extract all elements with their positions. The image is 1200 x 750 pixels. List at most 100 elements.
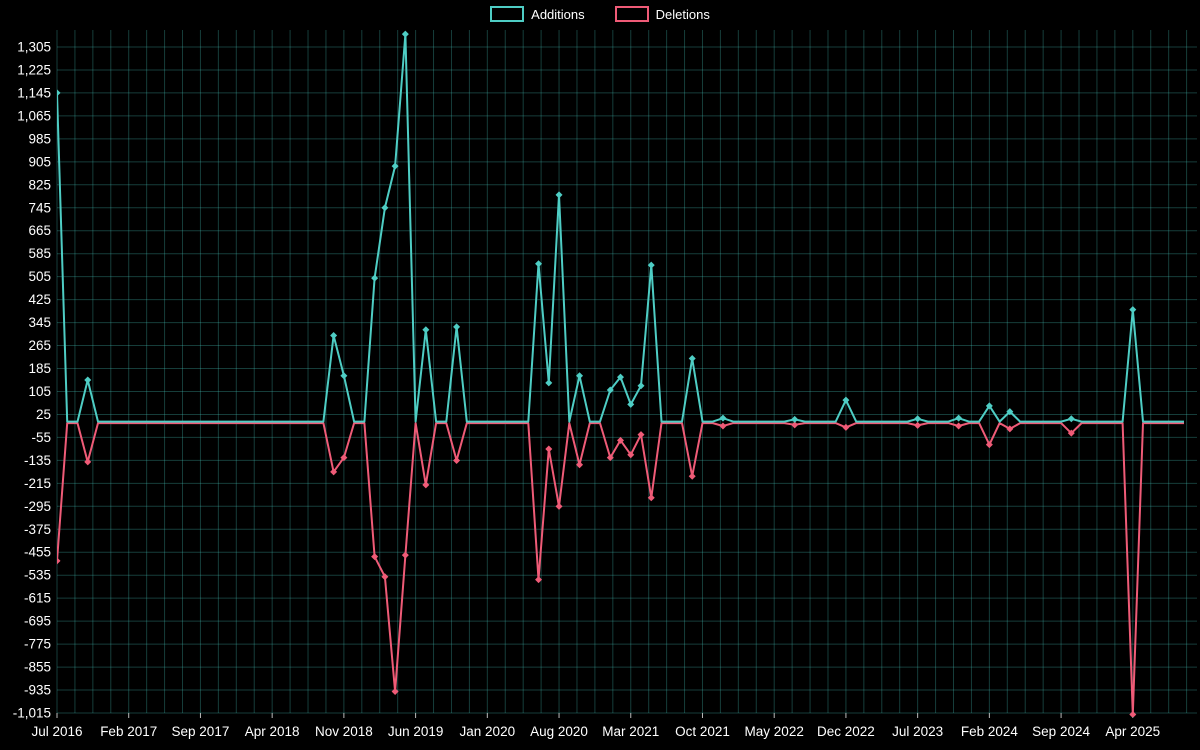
data-point-marker	[371, 274, 379, 282]
data-point-marker	[381, 204, 389, 212]
data-point-marker	[1129, 711, 1137, 717]
data-point-marker	[57, 557, 61, 565]
legend-item-additions[interactable]: Additions	[490, 6, 585, 22]
data-point-marker	[545, 379, 553, 387]
data-point-marker	[453, 456, 461, 464]
data-point-marker	[1067, 415, 1075, 423]
y-tick-label: -775	[24, 637, 51, 652]
y-tick-label: 345	[28, 315, 51, 330]
data-point-marker	[647, 261, 655, 269]
data-point-marker	[57, 89, 61, 97]
data-point-marker	[1006, 408, 1014, 416]
deletions-legend-label: Deletions	[655, 6, 710, 22]
data-point-marker	[576, 372, 584, 380]
y-tick-label: -1,015	[13, 706, 51, 721]
x-tick-label: May 2022	[745, 724, 804, 739]
y-tick-label: 185	[28, 361, 51, 376]
data-point-marker	[791, 421, 799, 429]
data-point-marker	[688, 472, 696, 480]
y-axis-labels: 1,305 1,225 1,145 1,065 985 905 825 745 665 585 50…	[13, 40, 51, 721]
data-point-marker	[1067, 429, 1075, 437]
y-tick-label: 105	[28, 384, 51, 399]
data-point-marker	[535, 576, 543, 584]
y-tick-label: 425	[28, 292, 51, 307]
additions-series-line	[57, 33, 1184, 423]
y-tick-label: 585	[28, 246, 51, 261]
x-tick-label: Jan 2020	[460, 724, 516, 739]
data-point-marker	[647, 494, 655, 502]
data-point-marker	[381, 573, 389, 581]
x-tick-label: Jun 2019	[388, 724, 444, 739]
data-point-marker	[791, 415, 799, 423]
y-tick-label: 825	[28, 177, 51, 192]
x-tick-label: Apr 2018	[245, 724, 300, 739]
y-tick-label: -135	[24, 453, 51, 468]
x-tick-label: Sep 2024	[1032, 724, 1090, 739]
y-tick-label: 1,145	[17, 85, 51, 100]
y-tick-label: -535	[24, 568, 51, 583]
legend-item-deletions[interactable]: Deletions	[614, 6, 710, 22]
chart-legend: Additions Deletions	[0, 6, 1200, 22]
data-point-marker	[842, 423, 850, 431]
y-tick-label: 505	[28, 269, 51, 284]
additions-legend-swatch	[490, 6, 525, 22]
y-tick-label: 25	[36, 407, 51, 422]
x-tick-label: Feb 2024	[961, 724, 1019, 739]
data-point-marker	[84, 376, 92, 384]
y-tick-label: -615	[24, 591, 51, 606]
y-tick-label: -855	[24, 660, 51, 675]
y-tick-label: -455	[24, 545, 51, 560]
data-point-marker	[617, 436, 625, 444]
data-point-marker	[84, 458, 92, 466]
y-tick-label: 1,225	[17, 62, 51, 77]
data-point-marker	[391, 162, 399, 170]
data-point-marker	[637, 431, 645, 439]
data-point-marker	[453, 323, 461, 331]
data-point-marker	[422, 326, 430, 334]
y-tick-label: 745	[28, 200, 51, 215]
y-tick-label: -695	[24, 614, 51, 629]
y-tick-label: 985	[28, 131, 51, 146]
x-tick-label: Aug 2020	[530, 724, 588, 739]
data-point-marker	[401, 551, 409, 559]
data-point-marker	[330, 468, 338, 476]
data-point-marker	[422, 481, 430, 489]
x-tick-label: Feb 2017	[100, 724, 157, 739]
deletions-series	[57, 421, 1184, 717]
x-axis-ticks	[56, 713, 1134, 718]
data-point-marker	[914, 421, 922, 429]
data-point-marker	[617, 373, 625, 381]
data-point-marker	[330, 332, 338, 340]
data-point-marker	[842, 396, 850, 404]
y-tick-label: 1,305	[17, 40, 51, 55]
data-point-marker	[545, 445, 553, 453]
data-point-marker	[371, 553, 379, 561]
data-point-marker	[1006, 425, 1014, 433]
x-tick-label: Jul 2016	[31, 724, 82, 739]
deletions-legend-swatch	[614, 6, 649, 22]
y-tick-label: -55	[31, 430, 51, 445]
y-tick-label: 265	[28, 338, 51, 353]
data-point-marker	[637, 382, 645, 390]
data-point-marker	[719, 414, 727, 422]
data-point-marker	[955, 422, 963, 430]
data-point-marker	[606, 454, 614, 462]
y-tick-label: -375	[24, 522, 51, 537]
y-tick-label: 1,065	[17, 108, 51, 123]
y-tick-label: -295	[24, 499, 51, 514]
data-point-marker	[688, 354, 696, 362]
data-point-marker	[985, 402, 993, 410]
x-tick-label: Nov 2018	[315, 724, 373, 739]
y-tick-label: 665	[28, 223, 51, 238]
data-point-marker	[627, 400, 635, 408]
x-tick-label: Dec 2022	[817, 724, 875, 739]
y-tick-label: 905	[28, 154, 51, 169]
grid	[56, 30, 1197, 714]
x-tick-label: Apr 2025	[1105, 724, 1160, 739]
data-point-marker	[340, 454, 348, 462]
data-point-marker	[576, 461, 584, 469]
data-point-marker	[627, 451, 635, 459]
y-tick-label: -215	[24, 476, 51, 491]
